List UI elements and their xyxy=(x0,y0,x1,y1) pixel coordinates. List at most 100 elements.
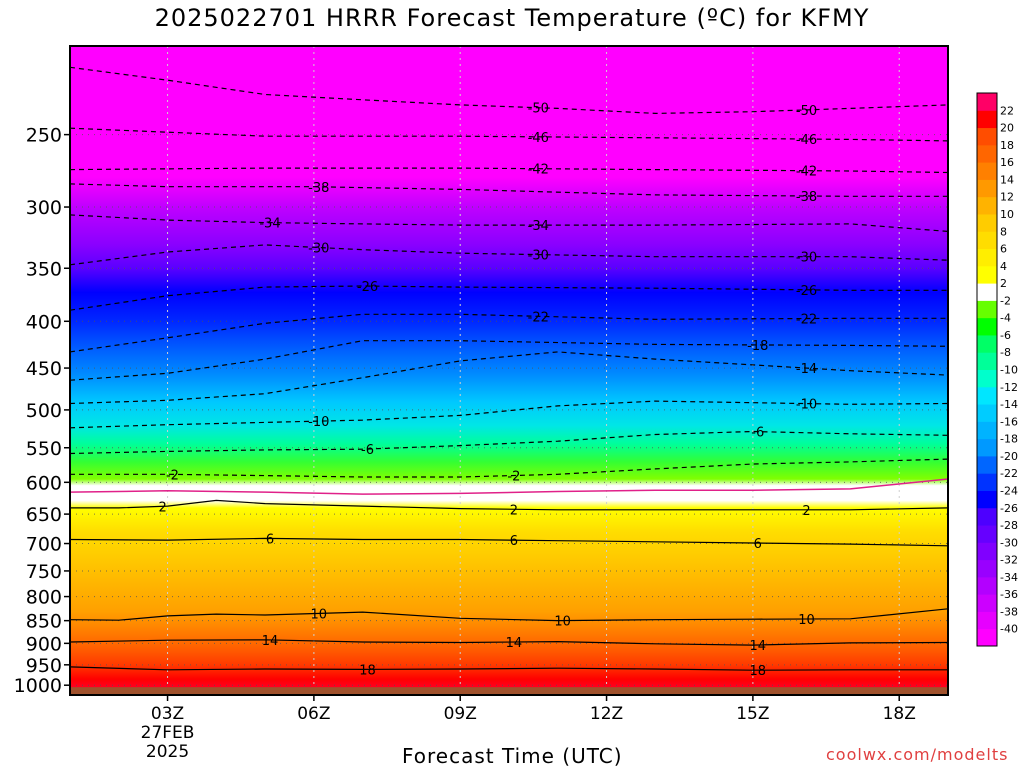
isotherm-line xyxy=(70,313,948,353)
isotherm-label: 14 xyxy=(749,639,766,654)
colorbar-label: -38 xyxy=(1000,605,1018,618)
colorbar-swatch xyxy=(977,576,997,595)
colorbar-swatch xyxy=(977,404,997,422)
isotherm-label: -22 xyxy=(796,313,817,328)
y-tick-label: 400 xyxy=(26,311,62,333)
isotherm-label: -26 xyxy=(796,284,817,299)
isotherm-line xyxy=(70,666,948,671)
colorbar-label: -8 xyxy=(1000,346,1011,359)
colorbar-frame xyxy=(976,92,998,647)
plot-frame xyxy=(69,45,949,696)
y-tick-label: 300 xyxy=(26,197,62,219)
isotherm-line xyxy=(70,167,948,174)
y-tick-label: 650 xyxy=(26,504,62,526)
ground-surface xyxy=(70,687,948,695)
colorbar-label: 2 xyxy=(1000,277,1007,290)
isotherm-label: -22 xyxy=(528,310,549,325)
y-tick-label: 500 xyxy=(26,400,62,422)
colorbar-label: -40 xyxy=(1000,623,1018,636)
isotherm-label: 10 xyxy=(554,615,571,630)
y-tick-label: 550 xyxy=(26,438,62,460)
colorbar-label: 8 xyxy=(1000,225,1007,238)
isotherm-label: -6 xyxy=(751,426,764,441)
isotherm-label: -42 xyxy=(796,165,817,180)
colorbar-swatch xyxy=(977,196,997,215)
y-tick-label: 250 xyxy=(26,125,62,147)
isotherm-label: -14 xyxy=(796,362,817,377)
colorbar-swatch xyxy=(977,179,997,198)
isotherm-line xyxy=(70,285,948,311)
colorbar-label: -14 xyxy=(1000,398,1018,411)
colorbar-label: 10 xyxy=(1000,208,1014,221)
x-tick-label: 12Z xyxy=(590,704,623,724)
isotherm-line xyxy=(70,340,948,381)
colorbar-label: -4 xyxy=(1000,312,1011,325)
isotherm-label: -50 xyxy=(796,104,817,119)
isotherm-label: -30 xyxy=(796,251,817,266)
isotherm-label: -2 xyxy=(166,468,179,483)
colorbar-swatch xyxy=(977,334,997,353)
colorbar-swatch xyxy=(977,127,997,146)
colorbar-swatch xyxy=(977,525,997,543)
isotherm-line xyxy=(70,400,948,429)
isotherm-label: -26 xyxy=(357,280,378,295)
y-tick-label: 800 xyxy=(26,587,62,609)
y-tick-label: 1000 xyxy=(14,675,62,697)
isotherm-label: 2 xyxy=(510,503,518,518)
colorbar-swatch xyxy=(977,628,997,647)
colorbar-swatch xyxy=(977,93,997,111)
colorbar-label: -2 xyxy=(1000,294,1011,307)
colorbar-swatch xyxy=(977,352,997,370)
colorbar-swatch xyxy=(977,369,997,388)
colorbar-label: -34 xyxy=(1000,571,1018,584)
isotherm-label: 14 xyxy=(506,636,523,651)
colorbar-label: 12 xyxy=(1000,191,1014,204)
isotherm-label: -6 xyxy=(361,443,374,458)
isotherm-label: -10 xyxy=(796,398,817,413)
y-tick-label: 450 xyxy=(26,358,62,380)
isotherm-line xyxy=(70,66,948,115)
isotherm-label: -30 xyxy=(308,242,329,257)
y-tick-label: 950 xyxy=(26,655,62,677)
isotherm-line xyxy=(70,499,948,511)
colorbar-label: -10 xyxy=(1000,364,1018,377)
isotherm-label: -38 xyxy=(308,181,329,196)
y-tick-label: 900 xyxy=(26,633,62,655)
x-tick-label: 06Z xyxy=(297,704,330,724)
colorbar-label: 22 xyxy=(1000,104,1014,117)
isotherm-label: -46 xyxy=(796,133,817,148)
colorbar-swatch xyxy=(977,611,997,630)
colorbar-label: 16 xyxy=(1000,156,1014,169)
colorbar-swatch xyxy=(977,283,997,301)
x-tick-label: 15Z xyxy=(736,704,769,724)
x-tick-label: 18Z xyxy=(883,704,916,724)
colorbar-label: 18 xyxy=(1000,139,1014,152)
colorbar: -40-38-36-34-32-30-28-26-24-22-20-18-16-… xyxy=(976,92,1018,647)
colorbar-label: -36 xyxy=(1000,588,1018,601)
isotherm-label: -18 xyxy=(747,339,768,354)
isotherm-label: -30 xyxy=(528,249,549,264)
colorbar-swatch xyxy=(977,231,997,250)
colorbar-label: 6 xyxy=(1000,243,1007,256)
isotherm-line xyxy=(70,478,948,495)
colorbar-label: -30 xyxy=(1000,536,1018,549)
x-tick-sublabel: 2025 xyxy=(146,742,189,762)
isotherm-label: -42 xyxy=(528,163,549,178)
colorbar-swatch xyxy=(977,455,997,474)
isotherm-label: -34 xyxy=(259,217,280,232)
isotherm-label: 18 xyxy=(749,664,766,679)
x-tick-label: 09Z xyxy=(444,704,477,724)
isotherm-label: 6 xyxy=(510,534,518,549)
colorbar-swatch xyxy=(977,300,997,319)
colorbar-swatch xyxy=(977,594,997,612)
isotherm-line xyxy=(70,430,948,455)
isotherm-label: 10 xyxy=(310,607,327,622)
plot-area: -50 -50 -46 -46 -42 -42 -38 -38 -34 -34 -30 -30 -30 -… xyxy=(70,46,948,695)
x-tick-sublabel: 27FEB xyxy=(141,723,195,743)
colorbar-swatch xyxy=(977,144,997,163)
colorbar-label: -16 xyxy=(1000,415,1018,428)
isotherm-line xyxy=(70,608,948,622)
y-axis: 2503003504004505005506006507007508008509… xyxy=(14,125,70,697)
colorbar-swatch xyxy=(977,421,997,440)
